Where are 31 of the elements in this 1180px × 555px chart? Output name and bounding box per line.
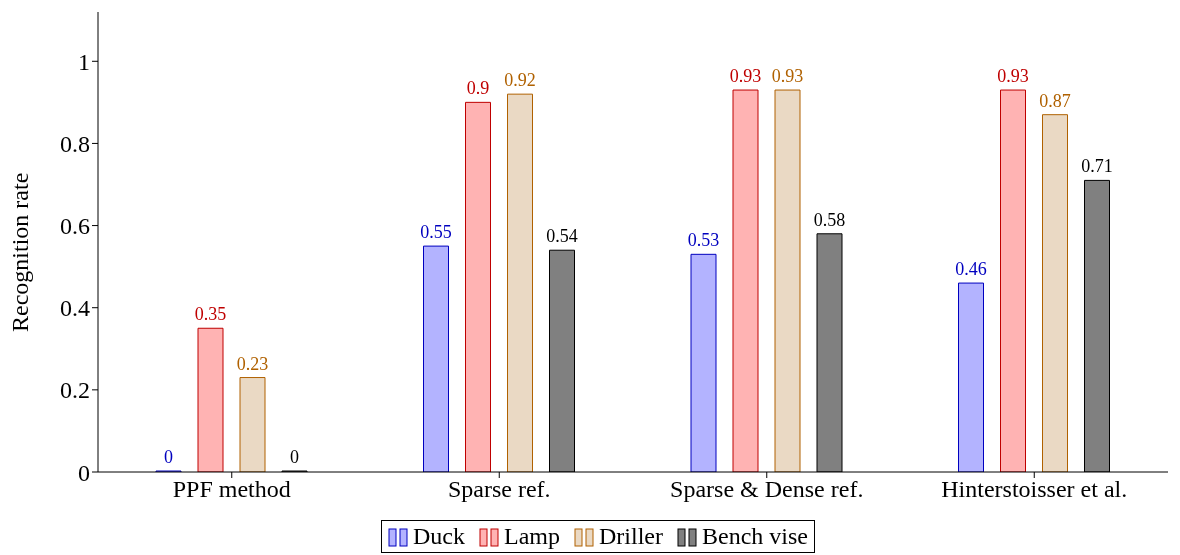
legend-label: Duck [412, 523, 466, 550]
y-tick-label: 1 [78, 48, 90, 75]
data-label: 0.46 [955, 259, 987, 280]
data-label: 0.58 [813, 209, 846, 230]
data-label: 0.9 [466, 78, 490, 99]
data-label: 0.23 [236, 353, 269, 374]
x-tick-label: Sparse & Dense ref. [670, 476, 864, 503]
y-axis-title: Recognition rate [6, 172, 33, 332]
data-label: 0.93 [729, 66, 762, 87]
data-label: 0.87 [1039, 90, 1071, 111]
data-label: 0.53 [687, 230, 720, 251]
data-label: 0 [290, 447, 299, 467]
legend-label: Driller [598, 523, 663, 550]
x-tick-label: Hinterstoisser et al. [941, 476, 1128, 503]
data-label: 0.35 [194, 304, 227, 325]
data-label: 0 [164, 447, 173, 467]
x-tick-label: Sparse ref. [447, 476, 551, 503]
y-tick-label: 0.4 [60, 295, 90, 322]
x-tick-label: PPF method [172, 476, 291, 503]
y-tick-label: 0.6 [60, 213, 90, 240]
y-tick-label: 0 [78, 459, 90, 486]
data-label: 0.71 [1081, 156, 1113, 177]
legend-label: Bench vise [701, 523, 808, 550]
data-label: 0.93 [771, 66, 804, 87]
data-label: 0.93 [997, 66, 1029, 87]
y-tick-label: 0.8 [60, 130, 90, 157]
legend-label: Lamp [503, 523, 560, 550]
data-label: 0.54 [546, 226, 578, 247]
data-label: 0.55 [420, 222, 452, 243]
data-label: 0.92 [504, 70, 536, 91]
y-tick-label: 0.2 [60, 377, 90, 404]
